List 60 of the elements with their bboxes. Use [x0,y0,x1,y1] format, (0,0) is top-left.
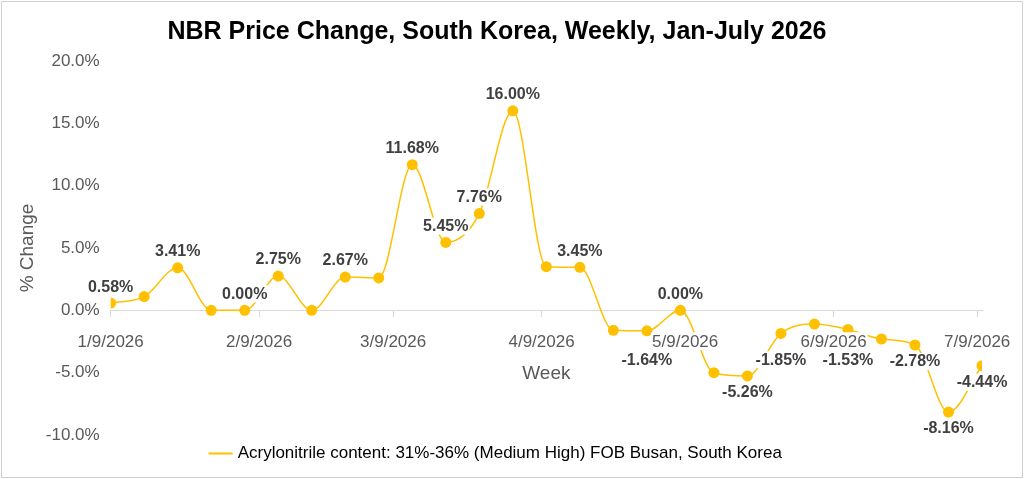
point [239,304,251,316]
point [942,406,954,418]
x-axis-title: Week [522,361,571,383]
data-label: 2.67% [322,251,368,269]
point [674,304,686,316]
data-label: -2.78% [889,352,941,370]
y-tick-label: 5.0% [60,237,100,257]
point [641,325,653,337]
point [272,270,284,282]
point [373,272,385,284]
data-label: 7.76% [456,188,502,205]
x-tick-label: 3/9/2026 [360,331,427,351]
data-label: -5.26% [722,383,773,401]
data-label: 0.58% [87,277,134,295]
data-label: 0.00% [222,284,268,302]
y-tick-label: 10.0% [51,175,100,195]
data-label: -1.64% [621,350,673,368]
data-label: 0.00% [657,284,704,302]
y-tick-label: 15.0% [51,113,100,133]
data-label: 16.00% [485,85,540,103]
data-label: -4.44% [956,373,1008,391]
legend-label: Acrylonitrile content: 31%-36% (Medium High) FOB Busan, South Korea [237,443,783,463]
data-label: 2.75% [255,250,301,268]
x-tick-label: 6/9/2026 [800,331,867,351]
data-label: 3.41% [155,242,201,260]
point [875,333,887,345]
data-label: 5.45% [423,216,469,234]
point [306,304,318,316]
point [406,159,418,171]
point [909,339,921,351]
x-tick-label: 2/9/2026 [225,331,293,351]
y-tick-label: -10.0% [45,424,100,444]
y-tick-label: 20.0% [51,50,100,70]
data-label: -8.16% [923,419,974,437]
point [339,271,351,283]
point [775,327,787,339]
x-tick-label: 4/9/2026 [508,331,575,351]
x-tick-label: 5/9/2026 [652,331,719,351]
point [473,208,485,220]
point [507,105,519,117]
x-tick-label: 1/9/2026 [77,331,144,351]
point [138,291,150,303]
y-axis-title: % Change [15,203,37,293]
data-label: 11.68% [385,139,439,157]
point [172,262,184,274]
point [708,367,720,379]
data-label: -1.85% [755,350,807,368]
chart-title: NBR Price Change, South Korea, Weekly, Jan-July 2026 [167,15,827,44]
x-tick-label: 7/9/2026 [944,331,1011,351]
data-label: -1.53% [822,350,874,368]
point [440,236,452,248]
point [808,318,820,330]
point [205,304,217,316]
point [741,370,753,382]
data-label: 3.45% [557,241,603,259]
point [540,261,552,273]
y-tick-label: -5.0% [55,362,100,382]
y-tick-label: 0.0% [60,300,100,320]
point [607,324,619,336]
point [574,261,586,273]
